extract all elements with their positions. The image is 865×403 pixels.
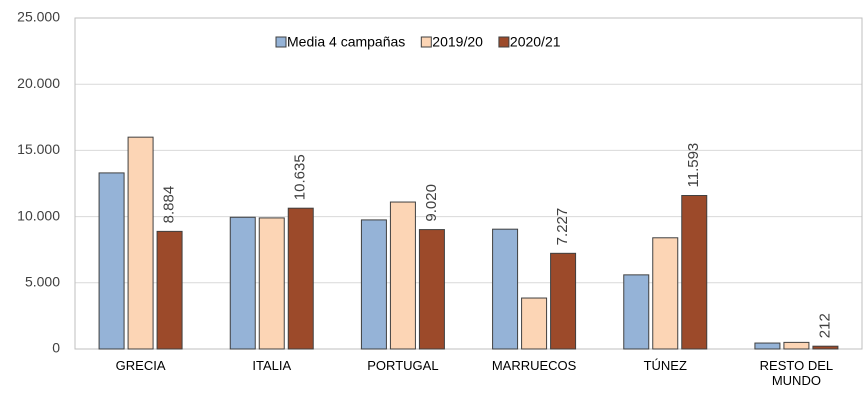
data-label: 9.020 (423, 184, 440, 222)
data-label: 10.635 (292, 154, 309, 200)
bar (360, 219, 387, 350)
legend-swatch (498, 36, 510, 48)
bar (754, 342, 781, 350)
legend-label: Media 4 campañas (287, 34, 405, 50)
legend-swatch (275, 36, 287, 48)
bar (156, 230, 183, 350)
y-tick-label: 10.000 (17, 207, 60, 223)
x-tick-label: RESTO DEL MUNDO (759, 358, 834, 388)
data-label: 8.884 (161, 186, 178, 224)
data-label: 7.227 (554, 208, 571, 246)
bar (418, 229, 445, 350)
y-tick-label: 20.000 (17, 75, 60, 91)
legend-label: 2019/20 (432, 34, 483, 50)
bar (652, 237, 679, 350)
x-tick-label: ITALIA (252, 358, 292, 373)
bar (812, 345, 839, 350)
bar (127, 136, 154, 350)
y-tick-label: 15.000 (17, 141, 60, 157)
data-label: 11.593 (685, 143, 702, 188)
y-tick-label: 0 (52, 340, 60, 356)
bar (287, 207, 314, 350)
x-tick-label: TÚNEZ (643, 358, 687, 373)
bar (492, 228, 519, 350)
bar (550, 252, 577, 350)
bar (389, 201, 416, 350)
x-tick-label: MARRUECOS (491, 358, 577, 373)
legend-label: 2020/21 (510, 34, 561, 50)
x-tick-label: GRECIA (115, 358, 166, 373)
legend-swatch (420, 36, 432, 48)
x-tick-label: PORTUGAL (367, 358, 439, 373)
plot-frame (74, 17, 863, 350)
bar (623, 274, 650, 350)
bar (521, 297, 548, 350)
bar (229, 216, 256, 350)
bar (681, 195, 708, 350)
bar (258, 217, 285, 350)
bar (98, 172, 125, 350)
y-tick-label: 25.000 (17, 9, 60, 25)
y-tick-label: 5.000 (25, 274, 60, 290)
bar (783, 341, 810, 350)
data-label: 212 (816, 313, 833, 338)
